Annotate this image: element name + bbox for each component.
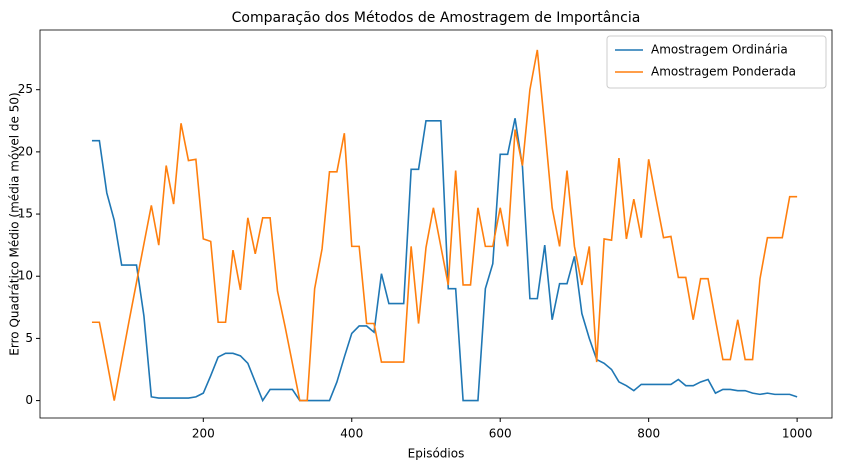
y-tick-label: 25 [18, 82, 33, 96]
x-tick-label: 1000 [782, 427, 813, 441]
y-tick-label: 0 [25, 393, 33, 407]
x-tick-label: 800 [637, 427, 660, 441]
x-axis-label: Episódios [408, 447, 465, 461]
series-line [91, 118, 798, 403]
y-tick-label: 20 [18, 144, 33, 158]
legend-label: Amostragem Ponderada [651, 65, 796, 79]
y-tick-label: 15 [18, 207, 33, 221]
y-axis-label: Erro Quadrático Médio (média móvel de 50… [8, 92, 22, 355]
y-tick-label: 10 [18, 269, 33, 283]
legend-box [606, 35, 827, 89]
x-tick-label: 600 [489, 427, 512, 441]
legend-label: Amostragem Ordinária [651, 43, 788, 57]
x-tick-label: 200 [192, 427, 215, 441]
chart-title: Comparação dos Métodos de Amostragem de … [232, 10, 641, 26]
plot-frame [39, 29, 833, 419]
y-tick-label: 5 [25, 331, 33, 345]
series-line [91, 49, 798, 402]
x-tick-label: 400 [340, 427, 363, 441]
